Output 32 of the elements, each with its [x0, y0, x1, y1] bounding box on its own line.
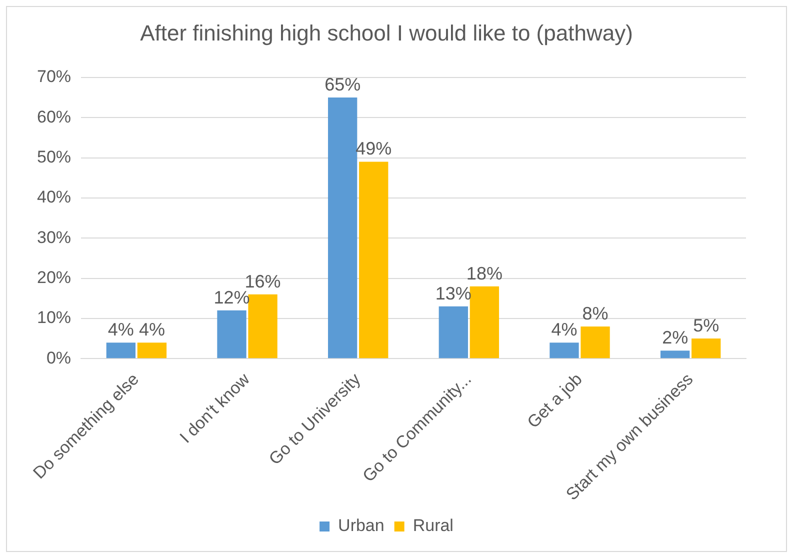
y-tick-label: 50%	[36, 147, 72, 166]
bar	[550, 342, 579, 358]
data-label: 65%	[324, 74, 361, 94]
data-label: 8%	[582, 303, 608, 324]
bar	[359, 162, 388, 358]
bar	[137, 342, 167, 358]
x-tick-label: Get a job	[524, 370, 586, 432]
chart-title: After finishing high school I would like to (pathway)	[140, 20, 633, 46]
bar	[580, 326, 610, 358]
bar	[328, 97, 358, 358]
bar	[217, 310, 246, 358]
bar	[438, 306, 468, 358]
bar	[692, 338, 721, 358]
y-tick-label: 30%	[36, 228, 72, 247]
data-label: 2%	[662, 328, 688, 348]
data-label: 5%	[693, 316, 720, 336]
legend-label: Rural	[412, 516, 454, 536]
data-label: 4%	[551, 320, 578, 340]
data-label: 4%	[138, 320, 165, 340]
bar	[470, 286, 500, 358]
y-tick-label: 60%	[36, 107, 72, 126]
data-label: 4%	[108, 320, 134, 340]
y-tick-label: 20%	[36, 268, 72, 287]
bar	[660, 350, 690, 358]
legend-label: Urban	[338, 516, 384, 536]
y-tick-label: 10%	[36, 308, 72, 328]
y-tick-label: 40%	[36, 188, 72, 207]
y-tick-label: 70%	[36, 67, 72, 86]
data-label: 18%	[466, 263, 502, 284]
bar	[106, 342, 136, 358]
y-tick-label: 0%	[46, 348, 72, 368]
bar	[248, 294, 278, 358]
